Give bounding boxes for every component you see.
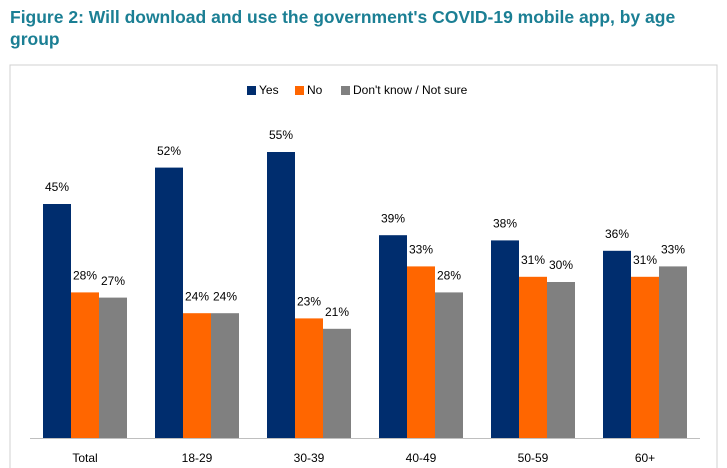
bar — [71, 292, 99, 438]
bar — [295, 318, 323, 438]
data-label: 31% — [521, 253, 545, 267]
bar — [379, 235, 407, 438]
data-label: 24% — [185, 289, 209, 303]
legend-swatch — [295, 86, 304, 95]
bar — [99, 297, 127, 438]
bar — [519, 276, 547, 438]
x-tick-label: 30-39 — [294, 451, 325, 465]
bar — [491, 240, 519, 438]
bar — [407, 266, 435, 438]
data-label: 55% — [269, 128, 293, 142]
data-label: 31% — [633, 253, 657, 267]
bar — [435, 292, 463, 438]
data-label: 52% — [157, 144, 181, 158]
data-label: 33% — [661, 243, 685, 257]
bar — [155, 167, 183, 438]
bar — [267, 152, 295, 438]
data-label: 28% — [437, 269, 461, 283]
x-tick-label: 60+ — [635, 451, 655, 465]
data-label: 45% — [45, 180, 69, 194]
x-tick-label: 40-49 — [406, 451, 437, 465]
data-label: 36% — [605, 227, 629, 241]
bar — [323, 328, 351, 438]
data-label: 33% — [409, 243, 433, 257]
legend-label: Yes — [259, 83, 279, 97]
data-label: 21% — [325, 305, 349, 319]
bar — [183, 313, 211, 438]
data-label: 28% — [73, 269, 97, 283]
legend-label: Don't know / Not sure — [353, 83, 468, 97]
legend-label: No — [307, 83, 323, 97]
data-label: 27% — [101, 274, 125, 288]
legend-swatch — [247, 86, 256, 95]
chart-title: Figure 2: Will download and use the gove… — [10, 7, 676, 49]
data-label: 39% — [381, 211, 405, 225]
data-label: 30% — [549, 258, 573, 272]
data-label: 23% — [297, 295, 321, 309]
chart-frame — [9, 64, 718, 468]
bar — [603, 250, 631, 438]
bar — [211, 313, 239, 438]
bar — [43, 204, 71, 438]
bar — [547, 282, 575, 438]
legend-swatch — [341, 86, 350, 95]
data-label: 38% — [493, 217, 517, 231]
data-label: 24% — [213, 289, 237, 303]
bar — [631, 276, 659, 438]
x-tick-label: 50-59 — [518, 451, 549, 465]
bar — [659, 266, 687, 438]
x-tick-label: Total — [72, 451, 97, 465]
x-tick-label: 18-29 — [182, 451, 213, 465]
